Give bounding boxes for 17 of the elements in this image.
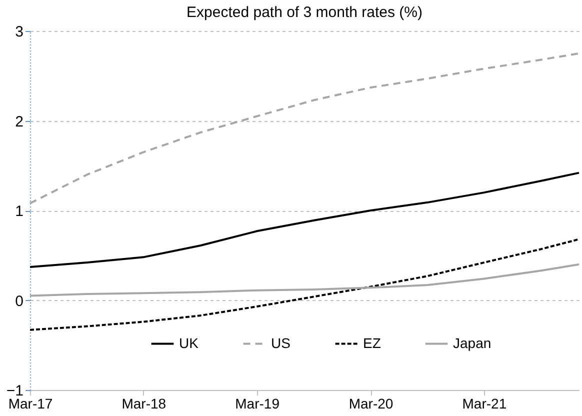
legend-label: UK <box>179 334 200 351</box>
line-series <box>29 172 580 268</box>
legend-label: EZ <box>363 334 382 351</box>
legend-label: Japan <box>453 334 492 351</box>
y-tick-label: 3 <box>15 24 24 40</box>
legend-label: US <box>271 334 290 351</box>
line-series <box>29 263 580 297</box>
line-series <box>29 52 580 204</box>
x-tick-label: Mar-20 <box>348 396 394 412</box>
y-tick-label: 0 <box>15 292 24 310</box>
x-tick-label: Mar-19 <box>235 396 280 412</box>
x-tick-label: Mar-18 <box>122 396 166 412</box>
line-series <box>29 238 580 331</box>
chart-title: Expected path of 3 month rates (%) <box>186 4 422 21</box>
y-tick-label: 1 <box>15 203 24 220</box>
x-tick-label: Mar-21 <box>462 396 507 412</box>
y-tick-label: 2 <box>15 113 24 130</box>
